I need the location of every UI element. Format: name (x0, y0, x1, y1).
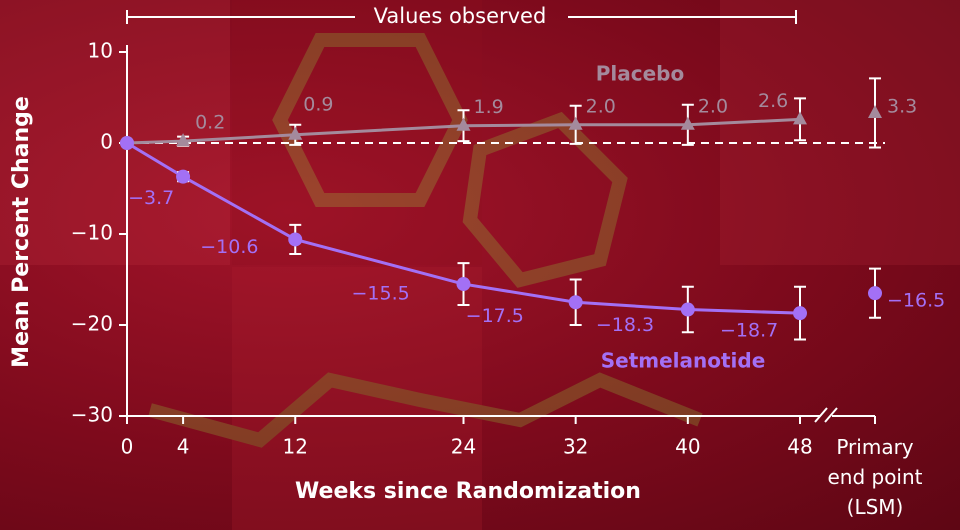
value-label: −10.6 (200, 236, 258, 258)
y-tick-label: −30 (71, 403, 113, 427)
value-label: 0.2 (195, 112, 225, 134)
endpoint-label: Primary end point (LSM) (827, 435, 923, 519)
marker (568, 295, 583, 310)
marker (793, 111, 807, 125)
y-tick-label: 0 (100, 130, 113, 154)
value-label: −15.5 (352, 283, 410, 305)
marker (176, 133, 191, 147)
series-label: Setmelanotide (601, 349, 766, 373)
y-tick-label: −10 (71, 221, 113, 245)
value-label: −17.5 (466, 305, 524, 327)
x-tick-label: 12 (283, 435, 308, 459)
axis-break (814, 407, 828, 423)
x-tick-label: 4 (177, 435, 190, 459)
value-label: 3.3 (887, 95, 917, 117)
marker (868, 286, 882, 301)
marker (456, 117, 471, 131)
y-tick-label: 10 (88, 39, 113, 63)
x-tick-label: 0 (121, 435, 134, 459)
series-label: Placebo (596, 62, 685, 86)
x-axis-title: Weeks since Randomization (295, 479, 641, 504)
marker (120, 136, 134, 150)
marker (680, 302, 695, 317)
x-tick-label: 40 (675, 435, 700, 459)
x-tick-label: 48 (787, 435, 812, 459)
y-tick-label: −20 (71, 312, 113, 336)
axis-break (824, 407, 838, 423)
value-label: −3.7 (128, 187, 174, 209)
x-tick-label: 32 (563, 435, 588, 459)
marker (176, 169, 191, 184)
marker (288, 126, 303, 140)
value-label: 0.9 (303, 93, 333, 115)
value-label: 1.9 (474, 96, 504, 118)
marker (568, 116, 583, 130)
annotation: Values observed (374, 4, 547, 28)
marker (288, 232, 303, 247)
value-label: 2.0 (586, 95, 616, 117)
marker (456, 277, 471, 292)
value-label: 2.0 (698, 95, 728, 117)
marker (680, 116, 695, 130)
marker (868, 104, 882, 118)
value-label: −18.7 (720, 320, 778, 342)
x-tick-label: 24 (451, 435, 476, 459)
marker (793, 306, 807, 321)
value-label: −16.5 (887, 290, 945, 312)
value-label: 2.6 (758, 90, 788, 112)
y-axis-title: Mean Percent Change (9, 96, 34, 368)
value-label: −18.3 (596, 314, 654, 336)
